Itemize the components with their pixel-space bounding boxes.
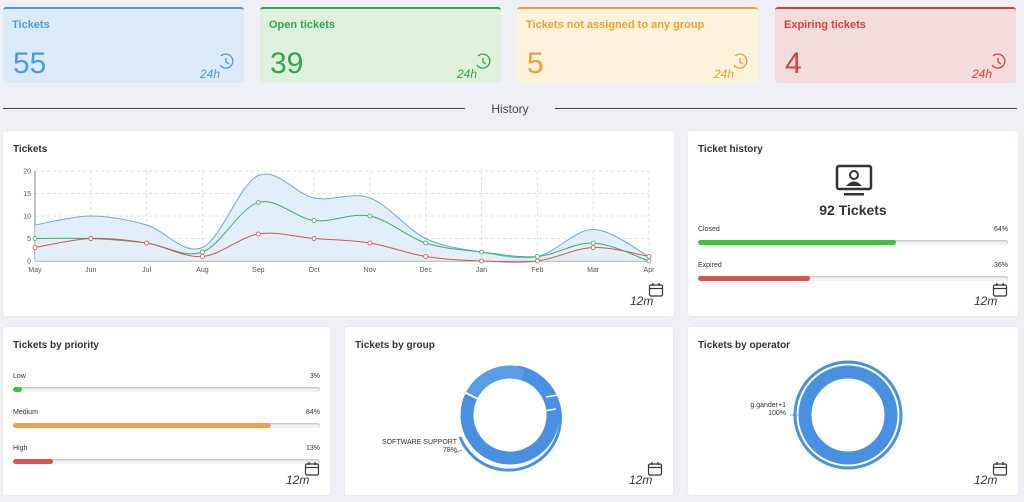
x-tick-label: Jun <box>85 267 96 274</box>
series-line-2 <box>34 232 650 263</box>
stat-card-expiring-tickets: Expiring tickets 4 24h <box>775 7 1016 83</box>
donut-segment-operator <box>798 365 898 465</box>
data-point <box>367 240 373 246</box>
card-title: Tickets by group <box>355 340 435 351</box>
progress-fill <box>698 276 810 281</box>
stat-card-open-tickets: Open tickets 39 24h <box>260 7 501 83</box>
data-point <box>144 240 150 246</box>
stat-label: Expiring tickets <box>784 19 866 31</box>
group-donut-label: SOFTWARE SUPPORT 78% <box>381 439 457 454</box>
card-title: Tickets by priority <box>13 340 99 351</box>
data-point <box>534 258 540 264</box>
data-point <box>479 249 484 255</box>
x-tick-label: May <box>28 267 42 274</box>
data-point <box>590 245 596 250</box>
clock-24h-icon: 24h <box>200 53 234 81</box>
data-point <box>590 240 596 246</box>
donut-separator <box>542 408 557 412</box>
ticket-total: 92 Tickets <box>819 202 887 218</box>
stat-value: 4 <box>785 47 802 80</box>
progress-fill <box>698 240 897 245</box>
history-divider-left <box>3 108 465 109</box>
calendar-12m-icon: 12m <box>974 282 1008 308</box>
y-tick-label: 10 <box>23 214 31 221</box>
history-bar-expired: Expired 36% <box>698 262 1008 286</box>
stat-label: Open tickets <box>269 19 336 31</box>
x-tick-label: Dec <box>420 267 433 274</box>
ticket-history-card: Ticket history 92 Tickets Closed 64% Exp… <box>688 131 1018 316</box>
calendar-12m-icon: 12m <box>974 461 1008 487</box>
tickets-chart-card: Tickets 0 5 10 15 20 May Jun Jul Aug Sep Oct Nov Dec… <box>3 131 674 316</box>
x-tick-label: Nov <box>364 267 377 274</box>
data-point <box>423 254 429 259</box>
stat-value: 5 <box>527 47 544 80</box>
calendar-12m-icon: 12m <box>286 461 320 487</box>
calendar-12m-icon: 12m <box>630 282 664 308</box>
group-donut-chart <box>453 365 562 472</box>
clock-24h-icon: 24h <box>714 53 748 81</box>
tickets-line-chart: 0 5 10 15 20 May Jun Jul Aug Sep Oct Nov Dec Jan Feb Ma… <box>23 169 656 275</box>
stat-value: 39 <box>270 47 304 80</box>
data-point <box>255 200 261 205</box>
x-tick-label: Mar <box>587 267 600 274</box>
data-point <box>32 245 38 250</box>
x-tick-label: Apr <box>644 267 656 274</box>
y-tick-label: 20 <box>23 169 31 176</box>
data-point <box>311 236 317 241</box>
donut-separator <box>545 394 559 398</box>
priority-bar-low: Low 3% <box>13 373 320 397</box>
progress-fill <box>13 423 271 428</box>
clock-24h-icon: 24h <box>457 53 491 81</box>
progress-fill <box>13 459 53 464</box>
stat-label: Tickets not assigned to any group <box>526 19 705 31</box>
priority-bar-high: High 13% <box>13 445 320 469</box>
data-point <box>534 254 540 259</box>
x-tick-label: Feb <box>531 267 543 274</box>
data-point <box>311 218 317 223</box>
y-tick-label: 5 <box>27 236 31 243</box>
data-point <box>479 258 484 264</box>
operator-card: Tickets by operator g.gander+1 100% 12m <box>688 327 1018 495</box>
y-tick-label: 0 <box>27 259 31 266</box>
label-leader-line <box>453 449 463 454</box>
data-point <box>32 236 38 241</box>
priority-bar-medium: Medium 84% <box>13 409 320 433</box>
x-tick-label: Jul <box>142 267 151 274</box>
card-title: Tickets <box>13 144 48 155</box>
history-bar-closed: Closed 64% <box>698 226 1008 250</box>
stat-card-unassigned-tickets: Tickets not assigned to any group 5 24h <box>517 7 758 83</box>
data-point <box>646 254 652 259</box>
data-point <box>255 231 261 237</box>
data-point <box>646 258 652 264</box>
x-tick-label: Sep <box>252 267 265 274</box>
card-title: Ticket history <box>698 144 763 155</box>
group-card: Tickets by group SOFTWARE SUPPORT 78% 12… <box>345 327 673 495</box>
card-title: Tickets by operator <box>698 340 791 351</box>
progress-fill <box>13 387 23 392</box>
monitor-user-icon <box>835 164 873 196</box>
x-tick-label: Aug <box>196 267 209 274</box>
x-tick-label: Jan <box>476 267 487 274</box>
data-point <box>367 213 373 219</box>
stat-value: 55 <box>13 47 47 80</box>
priority-card: Tickets by priority Low 3% Medium 84% Hi… <box>3 327 330 495</box>
stat-label: Tickets <box>12 19 50 31</box>
data-point <box>200 254 205 259</box>
history-divider-right <box>555 108 1017 109</box>
operator-donut-chart <box>790 360 903 470</box>
history-title: History <box>491 102 529 116</box>
stat-card-tickets: Tickets 55 24h <box>3 7 244 83</box>
donut-highlight-arc <box>458 365 562 472</box>
calendar-12m-icon: 12m <box>629 461 663 487</box>
data-point <box>88 236 94 241</box>
y-tick-label: 15 <box>23 191 31 198</box>
clock-24h-icon: 24h <box>972 53 1006 81</box>
series-line-0 <box>34 173 650 259</box>
x-tick-label: Oct <box>309 267 320 274</box>
donut-segment-other <box>460 365 560 465</box>
operator-donut-label: g.gander+1 100% <box>750 402 786 417</box>
data-point <box>200 249 205 255</box>
data-point <box>423 240 429 246</box>
